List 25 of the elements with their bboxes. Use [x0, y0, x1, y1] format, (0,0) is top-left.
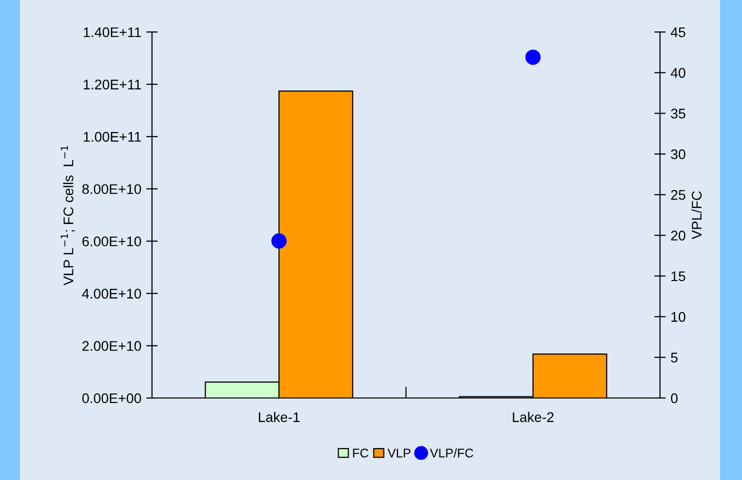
y2-tick-label: 0	[670, 393, 678, 404]
x-tick-label: Lake-2	[512, 412, 554, 422]
y-tick-label: 2.00E+10	[82, 341, 142, 351]
y-tick-label: 1.40E+11	[84, 27, 141, 38]
y2-tick-label: 45	[670, 27, 686, 38]
y2-axis-title: VPL/FC	[691, 191, 702, 240]
legend-label: VLP/FC	[430, 448, 474, 458]
y2-tick-label: 25	[671, 190, 686, 200]
legend-label: FC	[353, 448, 368, 458]
y2-tick-label: 20	[671, 230, 686, 241]
y-tick-label: 8.00E+10	[82, 184, 142, 194]
y2-tick-label: 5	[670, 352, 678, 363]
y-tick-label: 6.00E+10	[82, 236, 142, 246]
y2-tick-label: 10	[671, 312, 686, 322]
y2-tick-label: 30	[670, 149, 686, 160]
y2-tick-label: 40	[670, 68, 686, 78]
y-tick-label: 0.00E+00	[82, 393, 142, 404]
legend-label: VLP	[388, 448, 410, 458]
y-tick-label: 1.20E+11	[84, 80, 141, 90]
y2-tick-label: 35	[670, 108, 686, 119]
y-tick-label: 1.00E+11	[84, 132, 141, 142]
y-tick-label: 4.00E+10	[82, 288, 142, 299]
x-tick-label: Lake-1	[258, 412, 300, 422]
y-axis-title: VLP L$^{−1}$; FC cells L$^{−1}$	[60, 146, 75, 286]
y2-tick-label: 15	[671, 271, 686, 282]
